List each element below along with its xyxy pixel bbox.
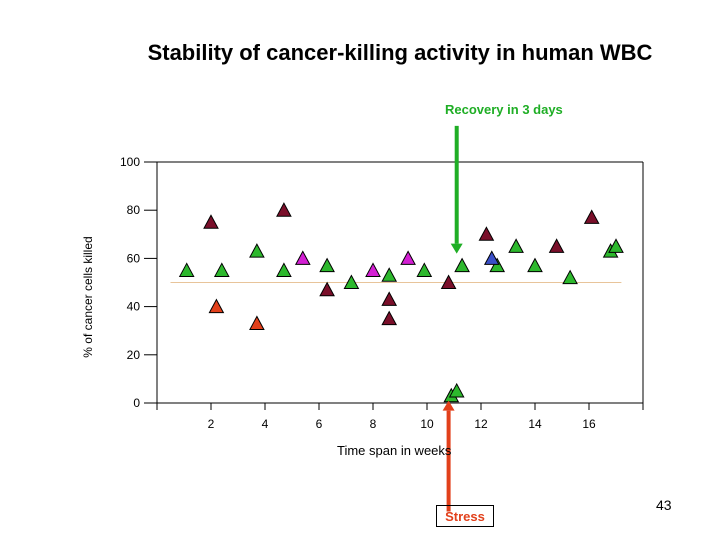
y-tick-label: 40: [127, 300, 141, 314]
data-point-dark-red: [478, 226, 495, 241]
data-point-orange-red: [208, 298, 225, 314]
stress-annotation: Stress: [436, 505, 494, 527]
x-tick-label: 10: [420, 417, 434, 431]
y-tick-label: 20: [127, 348, 141, 362]
data-point-green: [343, 274, 360, 289]
data-point-green: [562, 269, 578, 285]
data-point-green: [276, 262, 292, 277]
data-point-green: [213, 262, 230, 277]
x-tick-label: 2: [208, 417, 215, 431]
x-tick-label: 12: [474, 417, 488, 431]
data-point-dark-red: [381, 291, 398, 306]
data-point-green: [448, 382, 465, 398]
y-axis-label: % of cancer cells killed: [81, 236, 95, 358]
x-axis-label: Time span in weeks: [337, 443, 452, 458]
data-point-green: [178, 262, 195, 277]
data-point-green: [381, 267, 398, 282]
data-point-blue: [483, 250, 500, 265]
data-point-dark-red: [203, 214, 219, 229]
data-point-dark-red: [319, 281, 335, 297]
y-tick-label: 100: [120, 155, 140, 169]
data-point-green: [319, 257, 335, 273]
slide-title: Stability of cancer-killing activity in …: [147, 40, 653, 65]
x-ticks: 2 4 6 8 10 12 14 16: [156, 403, 644, 431]
data-point-dark-red: [583, 209, 600, 224]
data-point-green: [454, 257, 470, 273]
x-tick-label: 16: [582, 417, 596, 431]
arrow-head: [450, 243, 463, 254]
data-point-green: [249, 243, 265, 258]
x-tick-label: 6: [316, 417, 323, 431]
arrow-head: [442, 400, 455, 411]
x-tick-label: 8: [370, 417, 377, 431]
x-tick-label: 14: [528, 417, 542, 431]
data-point-dark-red: [440, 274, 457, 289]
data-point-dark-red: [548, 238, 565, 253]
data-point-green: [608, 238, 624, 253]
y-tick-label: 60: [127, 251, 141, 265]
data-point-magenta: [294, 250, 311, 265]
recovery-arrow: [450, 125, 463, 254]
data-point-dark-red: [276, 202, 292, 217]
y-tick-label: 0: [133, 396, 140, 410]
x-tick-label: 4: [262, 417, 269, 431]
data-point-green: [416, 262, 433, 277]
data-point-dark-red: [381, 310, 398, 326]
data-point-green: [527, 257, 543, 273]
data-point-magenta: [400, 250, 416, 265]
y-tick-label: 80: [127, 203, 141, 217]
y-ticks: 0 20 40 60 80 100: [120, 155, 157, 410]
slide-number: 43: [656, 497, 672, 513]
recovery-annotation: Recovery in 3 days: [445, 102, 563, 117]
data-point-green: [489, 257, 506, 273]
data-point-magenta: [365, 262, 381, 277]
data-points: [178, 202, 624, 403]
data-point-green: [508, 238, 524, 253]
data-point-orange-red: [249, 315, 265, 330]
stress-arrow: [442, 400, 455, 512]
